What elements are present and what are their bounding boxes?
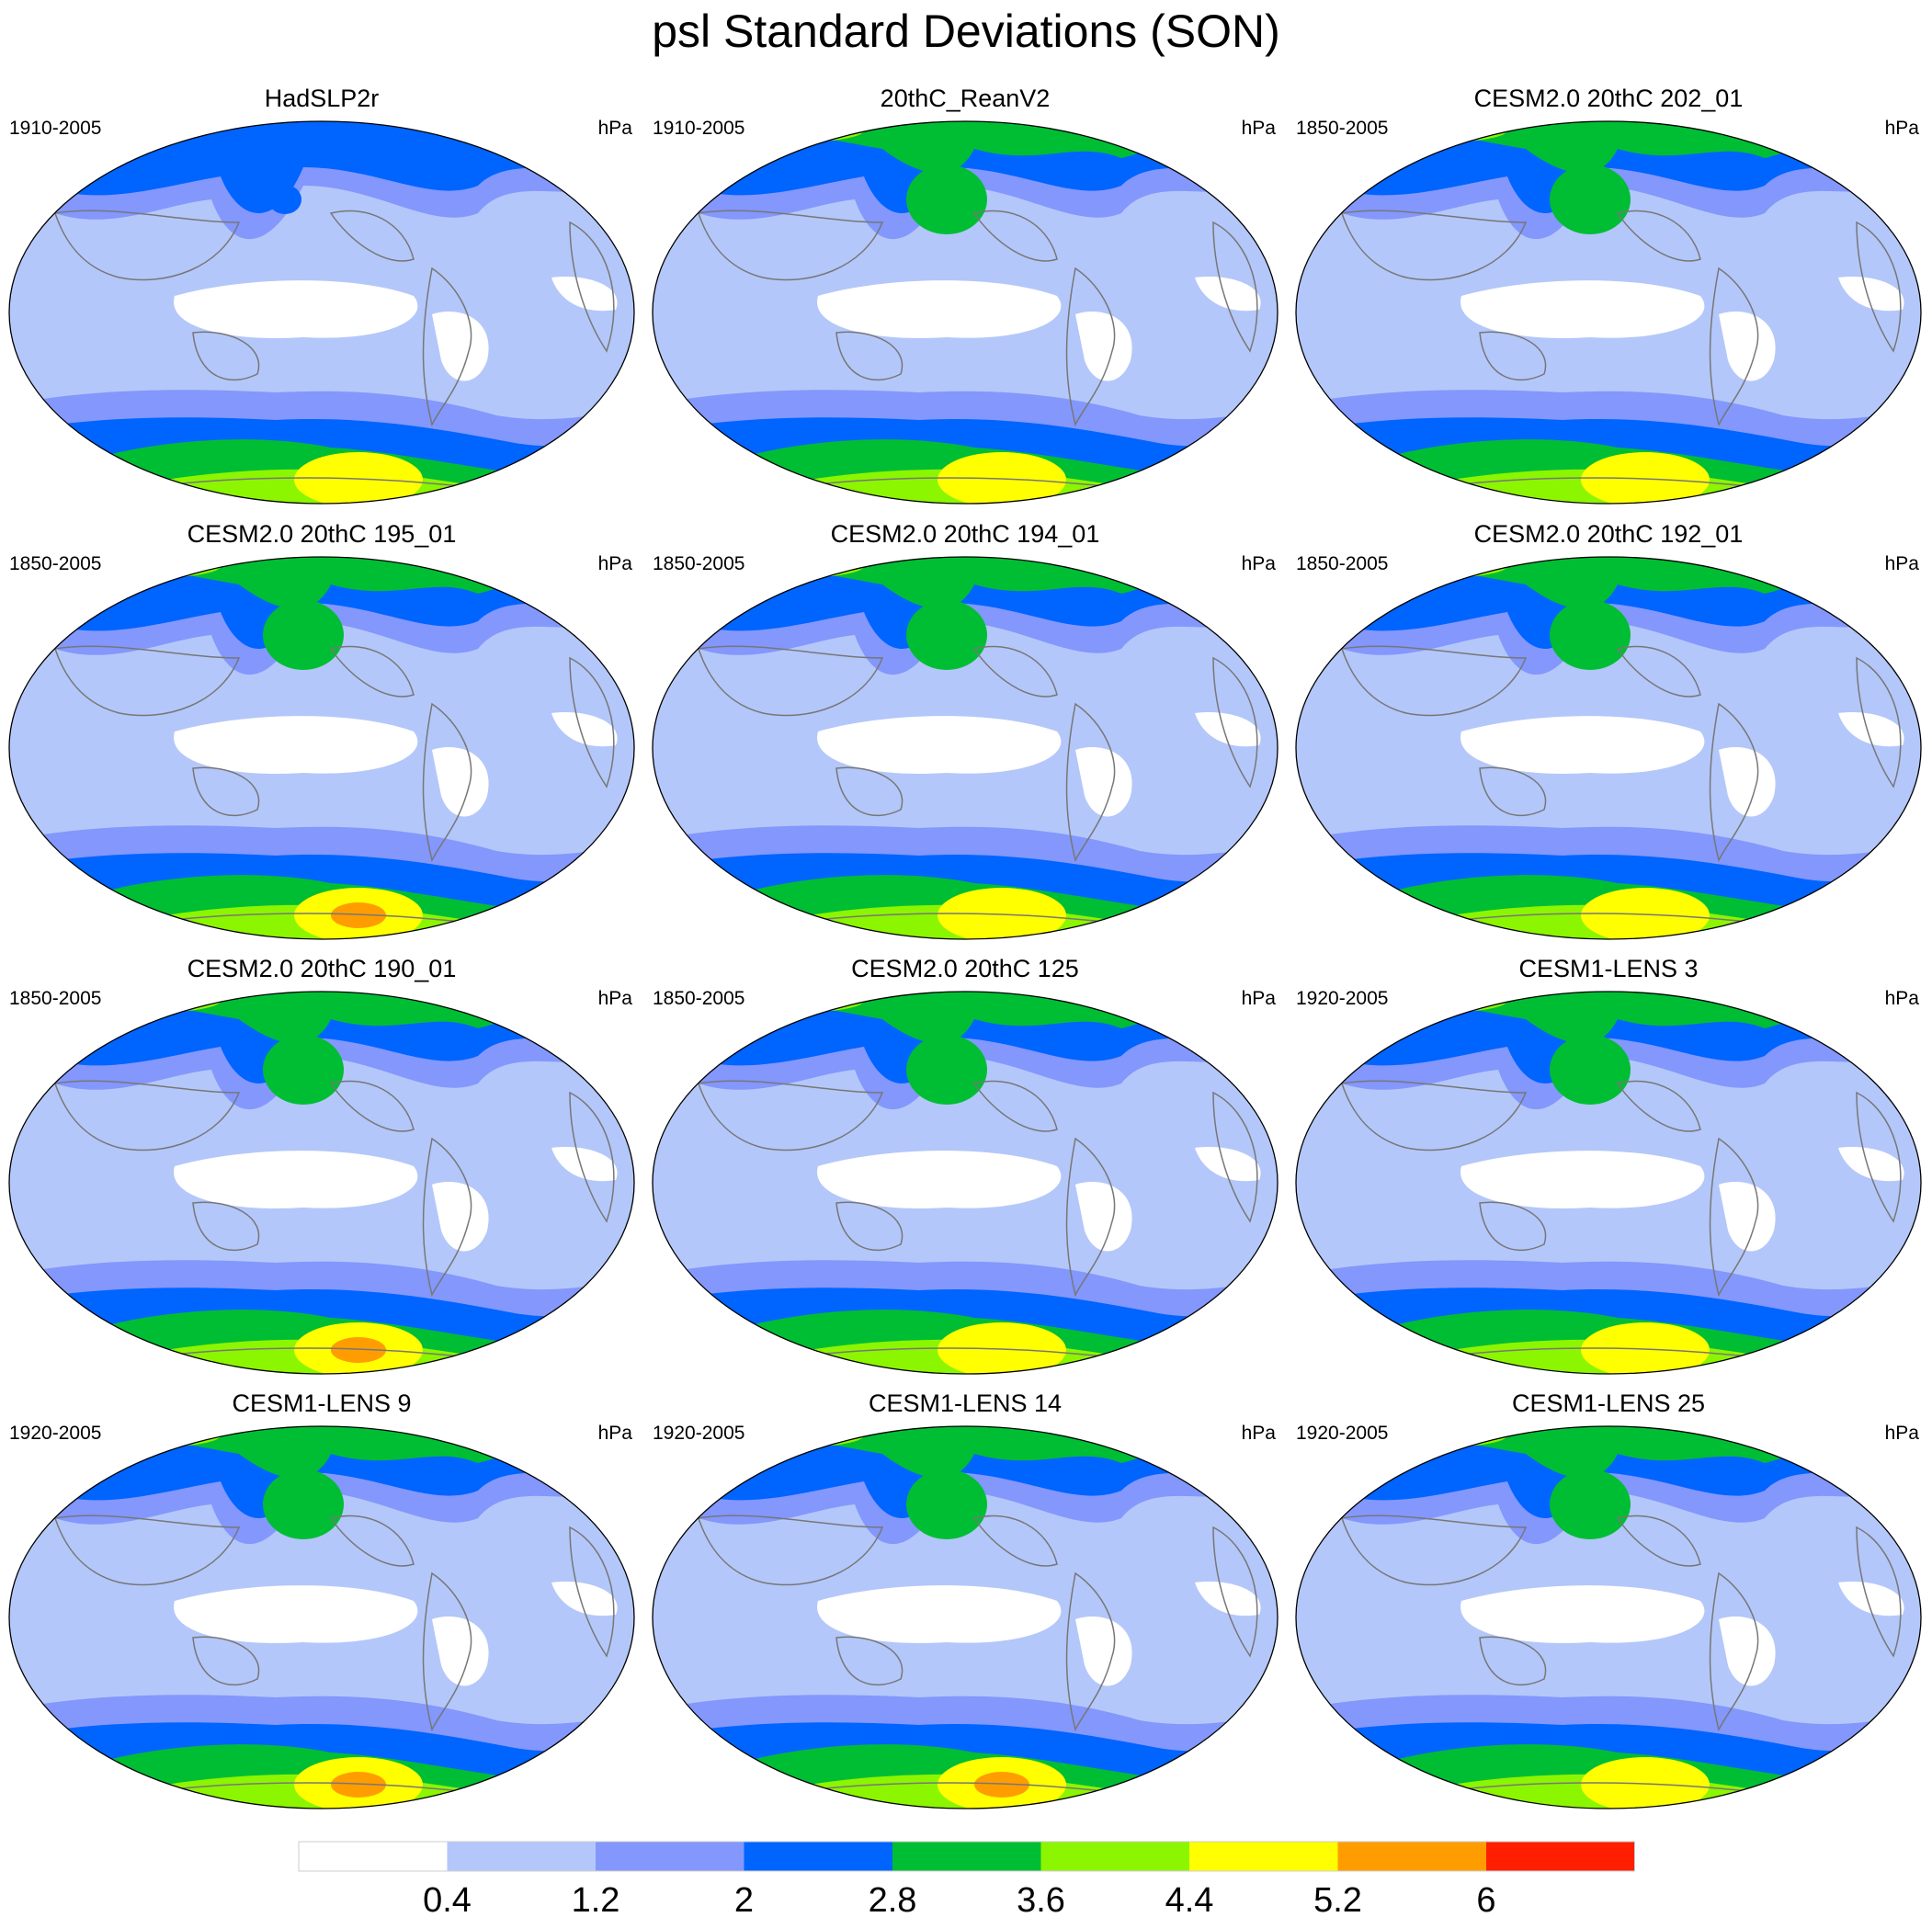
colorbar-label: 5.2 — [1313, 1881, 1362, 1917]
map-panel: CESM2.0 20thC 202_01 1850-2005 hPa — [1287, 85, 1930, 516]
panel-unit: hPa — [597, 1423, 632, 1444]
map-panel: CESM1-LENS 14 1920-2005 hPa — [643, 1390, 1287, 1821]
map-plot — [8, 556, 635, 940]
panel-period: 1850-2005 — [653, 553, 745, 574]
map-plot — [1295, 120, 1922, 505]
panel-unit: hPa — [1241, 118, 1276, 139]
panel-unit: hPa — [597, 988, 632, 1009]
colorbar-label: 4.4 — [1165, 1881, 1214, 1917]
panel-period: 1910-2005 — [9, 118, 102, 139]
map-panel: CESM2.0 20thC 125 1850-2005 hPa — [643, 955, 1287, 1387]
map-panel: HadSLP2r 1910-2005 hPa — [0, 85, 643, 516]
figure-title: psl Standard Deviations (SON) — [652, 6, 1280, 57]
colorbar-segment — [1337, 1842, 1486, 1871]
panel-title: CESM2.0 20thC 190_01 — [187, 955, 457, 982]
colorbar-label: 2.8 — [869, 1881, 917, 1917]
panel-period: 1910-2005 — [653, 118, 745, 139]
colorbar-label: 6 — [1476, 1881, 1495, 1917]
panel-unit: hPa — [1884, 118, 1919, 139]
map-plot — [652, 120, 1279, 505]
colorbar-segment — [1189, 1842, 1338, 1871]
colorbar-segment — [447, 1842, 596, 1871]
panel-unit: hPa — [1241, 1423, 1276, 1444]
colorbar-segment — [1486, 1842, 1635, 1871]
colorbar-label: 0.4 — [423, 1881, 472, 1917]
colorbar-frame — [298, 1841, 1635, 1872]
panel-period: 1920-2005 — [653, 1423, 745, 1444]
map-plot — [1295, 991, 1922, 1375]
colorbar: 0.4 1.2 2 2.8 3.6 4.4 5.2 6 — [298, 1841, 1635, 1917]
colorbar-label: 2 — [734, 1881, 754, 1917]
panel-period: 1920-2005 — [1296, 988, 1389, 1009]
panel-title: CESM2.0 20thC 202_01 — [1473, 85, 1744, 112]
colorbar-label: 3.6 — [1017, 1881, 1065, 1917]
colorbar-segment — [744, 1842, 892, 1871]
map-panel: CESM2.0 20thC 192_01 1850-2005 hPa — [1287, 520, 1930, 952]
map-panel: CESM2.0 20thC 190_01 1850-2005 hPa — [0, 955, 643, 1387]
map-plot — [8, 120, 635, 505]
colorbar-segment — [596, 1842, 744, 1871]
panel-unit: hPa — [1884, 988, 1919, 1009]
panel-period: 1850-2005 — [9, 553, 102, 574]
map-panel: CESM1-LENS 3 1920-2005 hPa — [1287, 955, 1930, 1387]
panel-title: 20thC_ReanV2 — [880, 85, 1051, 112]
panel-unit: hPa — [597, 553, 632, 574]
panel-title: CESM1-LENS 9 — [232, 1390, 412, 1417]
panel-title: CESM2.0 20thC 195_01 — [187, 520, 457, 548]
panel-title: CESM1-LENS 14 — [868, 1390, 1063, 1417]
panel-title: CESM2.0 20thC 192_01 — [1473, 520, 1744, 548]
panel-title: HadSLP2r — [264, 85, 380, 112]
colorbar-segment — [1040, 1842, 1189, 1871]
map-plot — [8, 1425, 635, 1809]
map-panel: CESM2.0 20thC 194_01 1850-2005 hPa — [643, 520, 1287, 952]
map-panel: CESM2.0 20thC 195_01 1850-2005 hPa — [0, 520, 643, 952]
map-plot — [1295, 1425, 1922, 1809]
panel-title: CESM1-LENS 3 — [1518, 955, 1699, 982]
map-plot — [652, 556, 1279, 940]
panel-title: CESM1-LENS 25 — [1511, 1390, 1706, 1417]
map-plot — [652, 991, 1279, 1375]
panel-title: CESM2.0 20thC 194_01 — [830, 520, 1100, 548]
colorbar-segment — [299, 1842, 448, 1871]
panel-period: 1850-2005 — [9, 988, 102, 1009]
panel-unit: hPa — [1241, 553, 1276, 574]
panel-period: 1920-2005 — [1296, 1423, 1389, 1444]
map-plot — [1295, 556, 1922, 940]
map-panel: 20thC_ReanV2 1910-2005 hPa — [643, 85, 1287, 516]
panel-period: 1850-2005 — [1296, 118, 1389, 139]
panel-period: 1850-2005 — [1296, 553, 1389, 574]
panel-unit: hPa — [1884, 1423, 1919, 1444]
map-plot — [8, 991, 635, 1375]
map-panel: CESM1-LENS 25 1920-2005 hPa — [1287, 1390, 1930, 1821]
panel-period: 1850-2005 — [653, 988, 745, 1009]
map-plot — [652, 1425, 1279, 1809]
panel-unit: hPa — [597, 118, 632, 139]
panel-title: CESM2.0 20thC 125 — [851, 955, 1079, 982]
map-panel: CESM1-LENS 9 1920-2005 hPa — [0, 1390, 643, 1821]
colorbar-segment — [892, 1842, 1041, 1871]
panel-unit: hPa — [1241, 988, 1276, 1009]
panel-unit: hPa — [1884, 553, 1919, 574]
colorbar-label: 1.2 — [572, 1881, 620, 1917]
panel-period: 1920-2005 — [9, 1423, 102, 1444]
